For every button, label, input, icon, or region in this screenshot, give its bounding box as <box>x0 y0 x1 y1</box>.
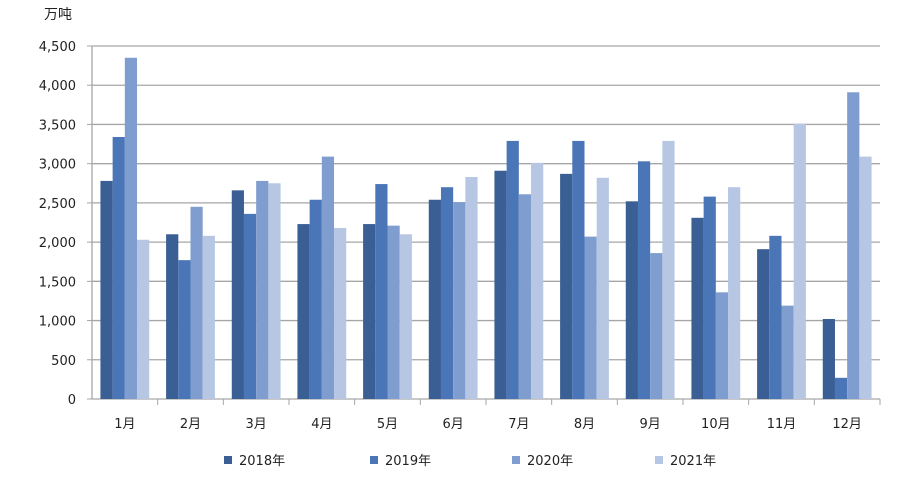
y-tick-label: 1,500 <box>39 275 76 290</box>
y-tick-label: 4,500 <box>39 40 76 55</box>
bar-2019年-7月 <box>506 140 519 399</box>
bar-2019年-3月 <box>243 213 257 399</box>
y-tick-label: 2,500 <box>39 197 76 212</box>
legend-label: 2021年 <box>670 454 716 469</box>
y-tick-label: 2,000 <box>39 236 76 251</box>
bar-2020年-1月 <box>124 57 138 400</box>
x-tick-label: 9月 <box>640 417 661 432</box>
x-tick-label: 5月 <box>377 417 398 432</box>
bar-2018年-6月 <box>428 199 441 399</box>
bar-2018年-10月 <box>691 217 704 399</box>
bar-2021年-12月 <box>859 156 872 399</box>
x-tick-label: 8月 <box>574 417 595 432</box>
bar-2020年-5月 <box>387 225 400 399</box>
bar-2018年-7月 <box>494 170 507 399</box>
bar-2021年-9月 <box>662 140 675 399</box>
bar-2019年-1月 <box>112 136 125 400</box>
y-tick-label: 3,500 <box>39 118 76 133</box>
y-tick-label: 500 <box>51 354 76 369</box>
legend-label: 2018年 <box>239 454 285 469</box>
bar-2021年-3月 <box>268 183 281 399</box>
bar-2020年-11月 <box>781 305 794 399</box>
bar-2020年-9月 <box>650 253 663 399</box>
bar-2019年-6月 <box>440 187 454 399</box>
bar-2019年-9月 <box>637 161 651 399</box>
bar-2018年-1月 <box>100 180 113 399</box>
bar-2021年-11月 <box>793 123 806 399</box>
bar-2020年-4月 <box>321 156 335 399</box>
bar-2021年-4月 <box>334 227 347 399</box>
bar-2019年-8月 <box>572 140 585 399</box>
x-tick-label: 10月 <box>701 417 731 432</box>
bar-2020年-10月 <box>715 292 729 399</box>
x-tick-label: 1月 <box>114 417 135 432</box>
bar-2018年-3月 <box>231 190 244 399</box>
legend-swatch-2018年 <box>224 456 232 464</box>
bar-2019年-4月 <box>309 199 322 399</box>
x-tick-label: 11月 <box>767 417 797 432</box>
y-axis-unit-label: 万吨 <box>44 7 72 23</box>
bar-2021年-10月 <box>728 187 741 399</box>
bar-2021年-8月 <box>596 177 609 399</box>
x-tick-label: 7月 <box>508 417 529 432</box>
y-tick-label: 0 <box>68 393 76 408</box>
x-tick-label: 2月 <box>180 417 201 432</box>
bar-2020年-12月 <box>847 92 860 399</box>
bar-2021年-1月 <box>137 239 150 399</box>
bar-2020年-7月 <box>518 194 532 399</box>
bar-2018年-5月 <box>363 224 376 399</box>
bar-2021年-6月 <box>465 177 478 399</box>
bar-2019年-12月 <box>834 377 848 399</box>
legend-label: 2019年 <box>385 454 431 469</box>
y-tick-label: 1,000 <box>39 315 76 330</box>
bar-2020年-2月 <box>190 206 203 399</box>
y-tick-label: 4,000 <box>39 79 76 94</box>
x-tick-label: 6月 <box>443 417 464 432</box>
legend-swatch-2019年 <box>370 456 378 464</box>
bar-2021年-5月 <box>399 234 412 399</box>
legend-swatch-2020年 <box>512 456 520 464</box>
bar-2018年-12月 <box>822 318 835 399</box>
bar-2020年-8月 <box>584 236 597 399</box>
legend-label: 2020年 <box>527 454 573 469</box>
bar-2019年-5月 <box>375 184 388 399</box>
bar-2020年-3月 <box>256 180 269 399</box>
bar-2019年-10月 <box>703 196 716 399</box>
x-tick-label: 3月 <box>246 417 267 432</box>
bar-2021年-2月 <box>202 235 215 399</box>
bar-2019年-11月 <box>769 235 782 399</box>
x-tick-label: 12月 <box>832 417 862 432</box>
bar-2018年-4月 <box>297 224 310 399</box>
bar-2021年-7月 <box>531 162 544 399</box>
bar-2018年-9月 <box>625 201 638 399</box>
x-tick-label: 4月 <box>311 417 332 432</box>
bar-2018年-11月 <box>757 249 770 399</box>
bar-2019年-2月 <box>178 260 191 399</box>
bar-2018年-8月 <box>560 173 573 399</box>
y-tick-label: 3,000 <box>39 158 76 173</box>
bar-2018年-2月 <box>166 234 179 399</box>
legend-swatch-2021年 <box>655 456 663 464</box>
bar-2020年-6月 <box>453 202 466 399</box>
